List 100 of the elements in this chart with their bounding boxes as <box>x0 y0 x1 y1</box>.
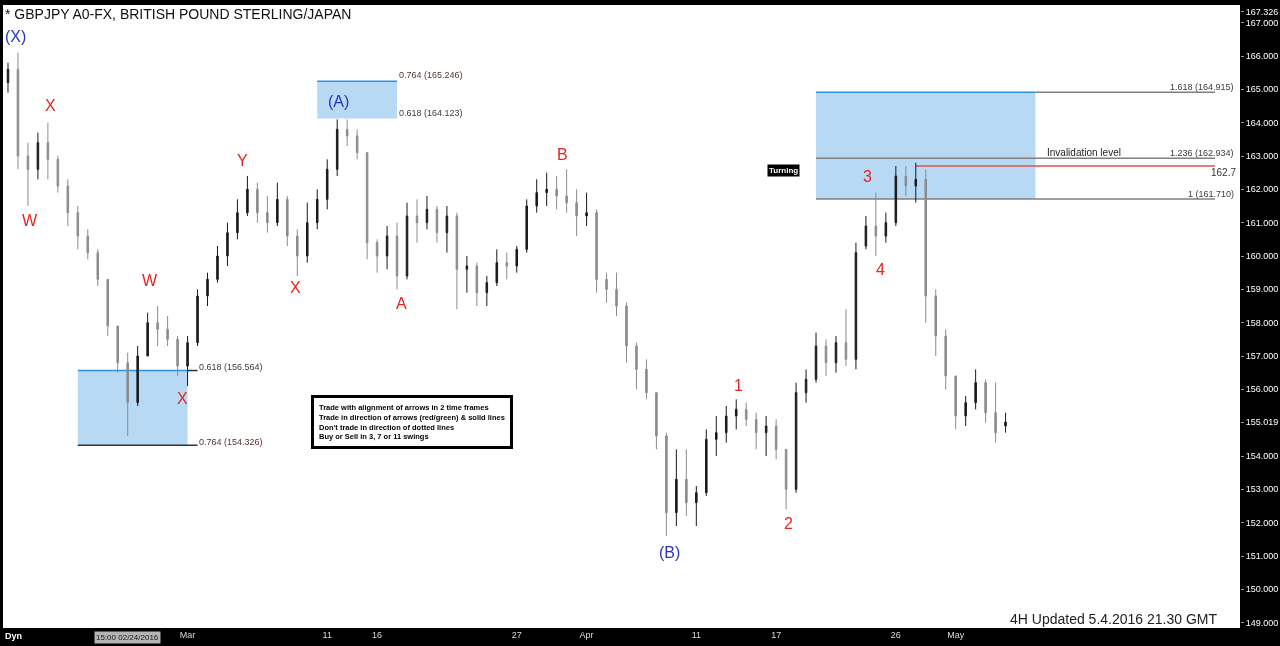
candlestick <box>256 182 259 224</box>
candlestick <box>315 188 319 230</box>
candlestick <box>724 405 728 444</box>
annotation: (X) <box>5 28 27 45</box>
annotation: 1 <box>734 377 743 394</box>
chart-title: * GBPJPY A0-FX, BRITISH POUND STERLING/JAPAN <box>5 5 352 22</box>
candlestick <box>46 122 50 180</box>
annotation: W <box>22 212 38 229</box>
candlestick <box>734 398 738 430</box>
annotation: Turning <box>769 166 799 175</box>
candlestick <box>116 325 119 374</box>
candlestick <box>166 315 169 347</box>
candlestick <box>246 175 249 217</box>
y-tick-label: 164.000 <box>1245 117 1279 128</box>
y-tick-label: 152.000 <box>1245 517 1279 528</box>
annotation: W <box>142 272 158 289</box>
annotation: X <box>290 279 301 296</box>
candlestick <box>445 205 449 254</box>
candlestick <box>904 165 908 197</box>
candlestick <box>894 165 898 227</box>
y-tick-label: 159.000 <box>1245 284 1279 295</box>
candlestick <box>675 448 678 527</box>
candlestick <box>335 118 339 177</box>
annotation: B <box>557 146 568 163</box>
candlestick <box>974 368 977 410</box>
candlestick <box>226 222 229 267</box>
y-tick-label: 167.000 <box>1245 17 1279 28</box>
candlestick <box>435 205 439 244</box>
candlestick <box>216 245 219 284</box>
candlestick <box>605 272 608 304</box>
candlestick <box>505 252 509 280</box>
candlestick <box>345 118 349 147</box>
candlestick <box>36 132 40 180</box>
annotation: 2 <box>784 515 793 532</box>
annotation: 1.236 (162.934) <box>1170 148 1234 158</box>
candlestick <box>715 415 718 457</box>
candlestick <box>744 402 748 427</box>
annotation: 4H Updated 5.4.2016 21.30 GMT <box>1010 611 1218 627</box>
candlestick <box>565 168 568 214</box>
candlestick <box>764 415 768 457</box>
annotation: 3 <box>863 168 872 185</box>
annotation: (B) <box>659 544 681 561</box>
x-tick-label: 11 <box>322 630 332 640</box>
candlestick <box>705 428 708 497</box>
candlestick <box>525 198 528 254</box>
y-tick-label: 149.000 <box>1245 617 1279 628</box>
candlestick <box>625 302 628 364</box>
candlestick <box>375 238 379 274</box>
annotation: 0.764 (154.326) <box>199 437 263 447</box>
y-tick-label: 165.000 <box>1245 84 1279 95</box>
x-tick-label: 26 <box>890 630 901 640</box>
candlestick <box>784 448 788 510</box>
candlestick <box>984 378 987 424</box>
candlestick <box>96 248 100 287</box>
candlestick <box>774 418 778 460</box>
annotation: X <box>45 97 56 114</box>
candlestick <box>415 198 419 244</box>
y-tick-label: 160.000 <box>1245 251 1279 262</box>
candlestick <box>1004 412 1007 434</box>
candlestick <box>754 412 758 450</box>
candlestick <box>296 228 299 277</box>
candlestick <box>585 192 588 227</box>
candlestick <box>535 178 538 214</box>
candlestick <box>6 62 10 94</box>
annotation: 0.618 (164.123) <box>399 108 463 118</box>
text: 15:00 02/24/2016 <box>96 633 159 642</box>
candlestick <box>655 392 658 450</box>
y-tick-label: 162.000 <box>1245 184 1279 195</box>
candlestick <box>934 288 938 357</box>
candlestick <box>66 178 70 227</box>
candlestick <box>286 195 289 247</box>
y-tick-label: 151.000 <box>1245 551 1279 562</box>
y-tick-label: 163.000 <box>1245 151 1279 162</box>
candlestick <box>844 308 848 367</box>
candlestick <box>635 342 638 390</box>
annotation: A <box>396 295 407 312</box>
y-tick-label: 157.000 <box>1245 351 1279 362</box>
x-tick-label: Mar <box>179 630 196 640</box>
candlestick <box>475 262 479 307</box>
candlestick <box>864 215 868 250</box>
candlestick <box>146 312 149 357</box>
annotation: 1.618 (164.915) <box>1170 82 1234 92</box>
candlestick <box>86 228 90 260</box>
y-tick-label: 166.000 <box>1245 51 1279 62</box>
candlestick <box>236 198 239 240</box>
y-tick-label: 158.000 <box>1245 317 1279 328</box>
candlestick <box>545 172 548 207</box>
candlestick <box>325 158 329 210</box>
candlestick <box>26 142 30 207</box>
candlestick <box>485 275 489 307</box>
candlestick <box>515 245 519 274</box>
candlestick <box>16 52 20 170</box>
y-tick-label: 155.019 <box>1245 417 1279 428</box>
annotation: 4 <box>876 261 885 278</box>
y-tick-label: 167.326 <box>1245 6 1279 17</box>
candlestick <box>156 305 159 347</box>
candlestick <box>126 352 129 437</box>
y-tick-label: 156.000 <box>1245 384 1279 395</box>
candlestick <box>56 155 60 194</box>
x-tick-label: 11 <box>691 630 701 640</box>
